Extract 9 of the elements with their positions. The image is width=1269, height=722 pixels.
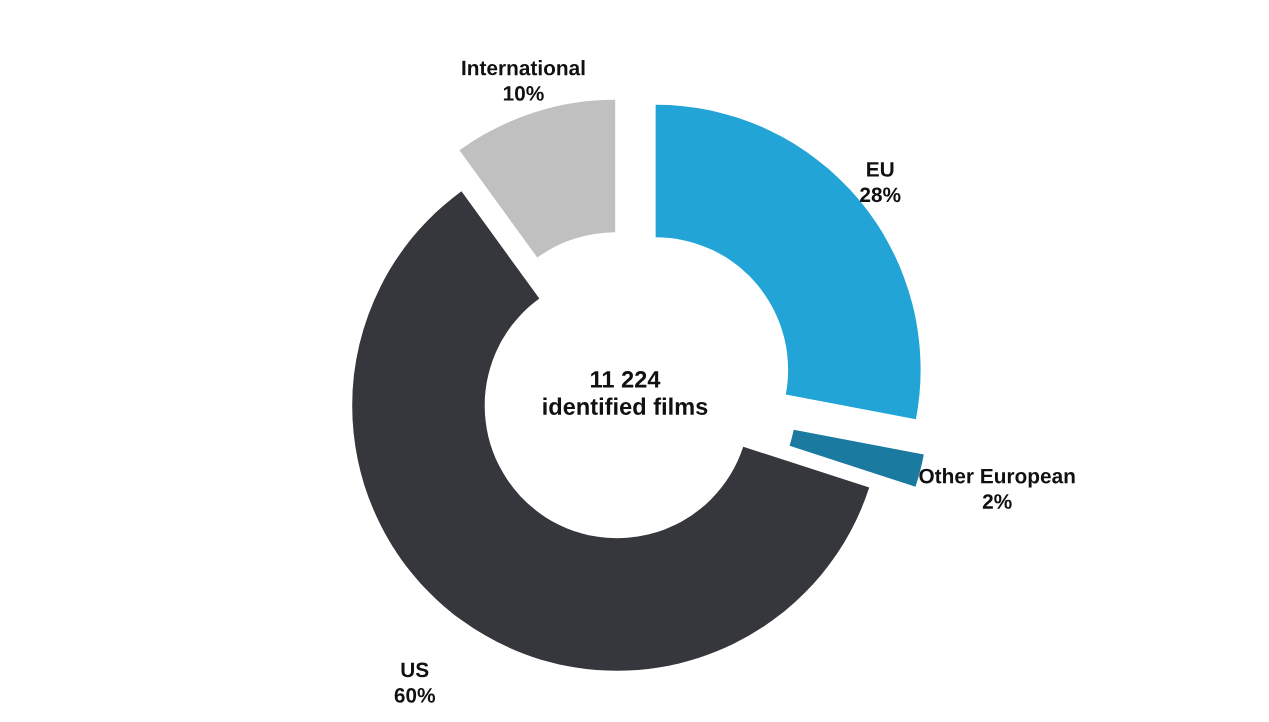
slice-label: EU [867, 162, 894, 177]
slice-label: US [401, 662, 429, 678]
slice-label: Other European [919, 468, 1075, 488]
text: 11 224 identified films [543, 371, 708, 415]
slice-label: International [462, 60, 585, 76]
data-label: 2% [982, 494, 1012, 509]
data-label: 10% [503, 86, 544, 101]
data-label: 60% [394, 688, 436, 703]
data-label: 28% [860, 187, 901, 203]
